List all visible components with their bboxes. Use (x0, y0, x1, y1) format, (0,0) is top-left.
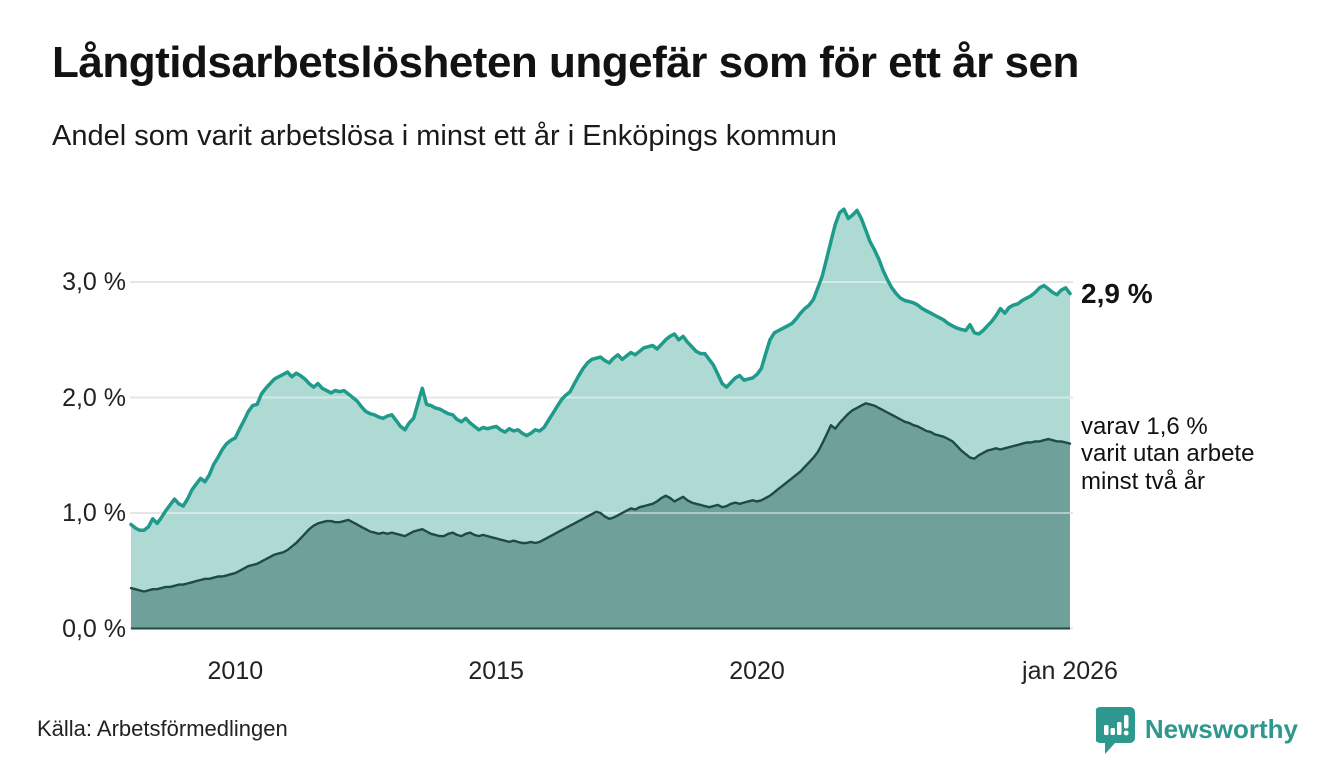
end-label-secondary-line2: varit utan arbete (1081, 440, 1255, 468)
x-tick-2020: 2020 (729, 657, 785, 685)
line-total (129, 207, 1072, 533)
x-tick-2015: 2015 (468, 657, 524, 685)
source-note: Källa: Arbetsförmedlingen (37, 716, 288, 741)
end-label-secondary-line3: minst två år (1081, 467, 1206, 495)
brand-logo: Newsworthy (1094, 706, 1298, 761)
x-tick-jan2026: jan 2026 (1022, 657, 1118, 685)
y-tick-1: 1,0 % (62, 499, 126, 527)
y-tick-0: 0,0 % (62, 614, 126, 643)
x-tick-2010: 2010 (207, 657, 264, 685)
end-label-total: 2,9 % (1081, 277, 1153, 309)
end-label-secondary: varav 1,6 % varit utan arbete minst två … (1081, 413, 1254, 496)
y-tick-3: 3,0 % (62, 268, 126, 296)
page-title: Långtidsarbetslösheten ungefär som för e… (52, 38, 1079, 87)
area-fill-secondary (131, 403, 1070, 629)
brand-name: Newsworthy (1144, 714, 1298, 744)
end-label-secondary-line1: varav 1,6 % (1081, 412, 1208, 440)
newsworthy-bubble-chart-icon (1094, 706, 1136, 761)
line-secondary (129, 402, 1072, 593)
page-subtitle: Andel som varit arbetslösa i minst ett å… (52, 120, 837, 152)
y-tick-2: 2,0 % (62, 383, 126, 412)
